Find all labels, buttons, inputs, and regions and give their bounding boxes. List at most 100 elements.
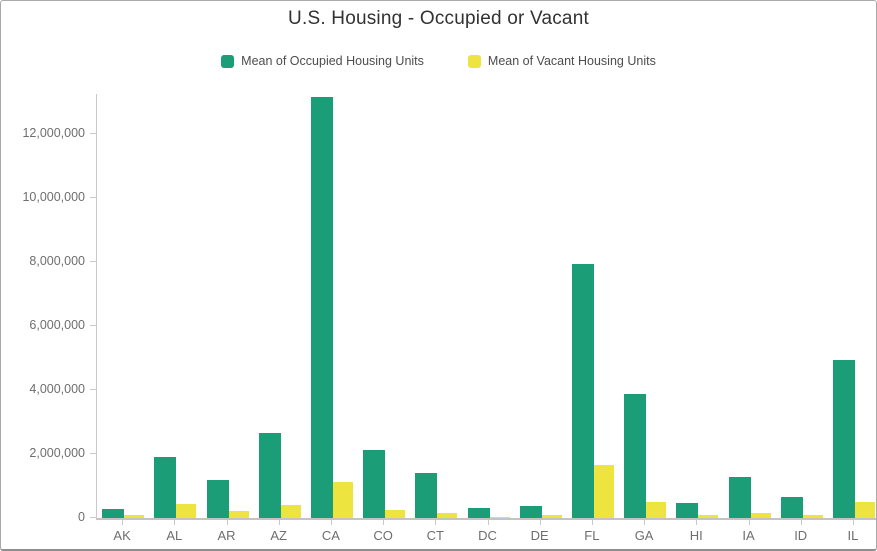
plot-area bbox=[96, 94, 876, 520]
bar-occupied-AK bbox=[102, 509, 125, 518]
y-tick-label: 8,000,000 bbox=[29, 254, 85, 268]
bar-occupied-AL bbox=[154, 457, 177, 518]
x-tick-mark bbox=[696, 520, 698, 525]
y-axis: 0 2,000,000 4,000,000 6,000,000 8,000,000 10,… bbox=[1, 94, 96, 524]
bar-group-CT bbox=[415, 473, 458, 518]
bar-vacant-ID bbox=[802, 515, 823, 518]
x-axis-label-IA: IA bbox=[742, 528, 755, 543]
bar-occupied-IA bbox=[728, 477, 751, 518]
x-axis-label-AR: AR bbox=[217, 528, 236, 543]
y-tick-mark bbox=[90, 133, 96, 134]
x-tick-mark bbox=[852, 520, 854, 525]
y-tick-mark bbox=[90, 453, 96, 454]
bar-occupied-DE bbox=[519, 506, 542, 518]
bar-occupied-IL bbox=[832, 360, 855, 518]
x-axis-label-ID: ID bbox=[794, 528, 808, 543]
x-axis-label-IL: IL bbox=[847, 528, 859, 543]
x-axis-label-AZ: AZ bbox=[270, 528, 287, 543]
x-axis-label-HI: HI bbox=[689, 528, 703, 543]
chart-title: U.S. Housing - Occupied or Vacant bbox=[288, 8, 589, 29]
bar-group-DE bbox=[519, 506, 562, 518]
bar-vacant-DC bbox=[489, 517, 510, 518]
y-tick-mark bbox=[90, 197, 96, 198]
bar-occupied-AZ bbox=[258, 433, 281, 518]
y-tick-label: 2,000,000 bbox=[29, 446, 85, 460]
y-tick-label: 6,000,000 bbox=[29, 318, 85, 332]
x-axis-label-DC: DC bbox=[478, 528, 497, 543]
bar-vacant-AK bbox=[124, 515, 145, 518]
legend: Mean of Occupied Housing Units Mean of V… bbox=[1, 54, 876, 68]
bar-vacant-GA bbox=[646, 502, 667, 518]
bar-occupied-FL bbox=[571, 264, 594, 518]
bar-vacant-FL bbox=[593, 465, 614, 518]
x-tick-mark bbox=[435, 520, 437, 525]
legend-item-vacant: Mean of Vacant Housing Units bbox=[467, 54, 656, 68]
x-axis-label-GA: GA bbox=[634, 528, 654, 543]
bar-group-AK bbox=[102, 509, 145, 518]
bar-group-DC bbox=[467, 508, 510, 518]
legend-label-vacant: Mean of Vacant Housing Units bbox=[487, 54, 656, 68]
bar-group-AZ bbox=[258, 433, 301, 518]
x-tick-mark bbox=[383, 520, 385, 525]
x-tick-mark bbox=[539, 520, 541, 525]
bar-group-IA bbox=[728, 477, 771, 518]
x-axis-label-CO: CO bbox=[373, 528, 393, 543]
x-tick-mark bbox=[226, 520, 228, 525]
x-tick-mark bbox=[748, 520, 750, 525]
x-axis-label-CA: CA bbox=[321, 528, 340, 543]
bar-occupied-CA bbox=[310, 97, 333, 518]
x-tick-mark bbox=[278, 520, 280, 525]
bar-occupied-DC bbox=[467, 508, 490, 518]
bar-group-CA bbox=[310, 97, 353, 518]
occupied-series-swatch-icon bbox=[221, 54, 235, 68]
bar-group-FL bbox=[571, 264, 614, 518]
y-tick-label: 12,000,000 bbox=[22, 126, 85, 140]
x-tick-mark bbox=[487, 520, 489, 525]
bar-vacant-CA bbox=[332, 482, 353, 518]
y-tick-label: 0 bbox=[78, 510, 85, 524]
bar-vacant-HI bbox=[698, 515, 719, 518]
x-tick-mark bbox=[174, 520, 176, 525]
bar-occupied-AR bbox=[206, 480, 229, 518]
y-tick-label: 10,000,000 bbox=[22, 190, 85, 204]
bar-group-GA bbox=[624, 394, 667, 518]
y-tick-mark bbox=[90, 325, 96, 326]
legend-item-occupied: Mean of Occupied Housing Units bbox=[221, 54, 424, 68]
bar-vacant-IA bbox=[750, 513, 771, 518]
bar-vacant-AR bbox=[228, 511, 249, 518]
bar-group-IL bbox=[832, 360, 875, 518]
bar-vacant-DE bbox=[541, 515, 562, 518]
legend-label-occupied: Mean of Occupied Housing Units bbox=[241, 54, 424, 68]
bar-vacant-AL bbox=[176, 504, 197, 518]
bar-group-ID bbox=[780, 497, 823, 518]
x-axis-label-CT: CT bbox=[426, 528, 444, 543]
x-tick-mark bbox=[800, 520, 802, 525]
bar-occupied-HI bbox=[676, 503, 699, 518]
y-tick-mark bbox=[90, 261, 96, 262]
vacant-series-swatch-icon bbox=[467, 54, 481, 68]
bar-vacant-CO bbox=[385, 510, 406, 518]
x-axis: AK AL AR AZ CA CO CT DC DE FL GA HI IA ID IL bbox=[96, 520, 876, 548]
y-tick-mark bbox=[90, 517, 96, 518]
x-axis-label-DE: DE bbox=[530, 528, 549, 543]
y-tick-mark bbox=[90, 389, 96, 390]
bar-group-CO bbox=[363, 450, 406, 518]
x-tick-mark bbox=[330, 520, 332, 525]
x-tick-mark bbox=[122, 520, 124, 525]
x-axis-label-FL: FL bbox=[584, 528, 600, 543]
bar-vacant-IL bbox=[854, 502, 875, 518]
x-axis-label-AK: AK bbox=[113, 528, 131, 543]
x-tick-mark bbox=[644, 520, 646, 525]
bar-vacant-CT bbox=[437, 513, 458, 518]
bar-occupied-CT bbox=[415, 473, 438, 518]
bar-occupied-CO bbox=[363, 450, 386, 518]
bar-occupied-ID bbox=[780, 497, 803, 518]
x-axis-label-AL: AL bbox=[166, 528, 183, 543]
bar-occupied-GA bbox=[624, 394, 647, 518]
bar-group-AL bbox=[154, 457, 197, 518]
y-tick-label: 4,000,000 bbox=[29, 382, 85, 396]
x-tick-mark bbox=[591, 520, 593, 525]
bar-group-HI bbox=[676, 503, 719, 518]
bar-vacant-AZ bbox=[280, 505, 301, 518]
